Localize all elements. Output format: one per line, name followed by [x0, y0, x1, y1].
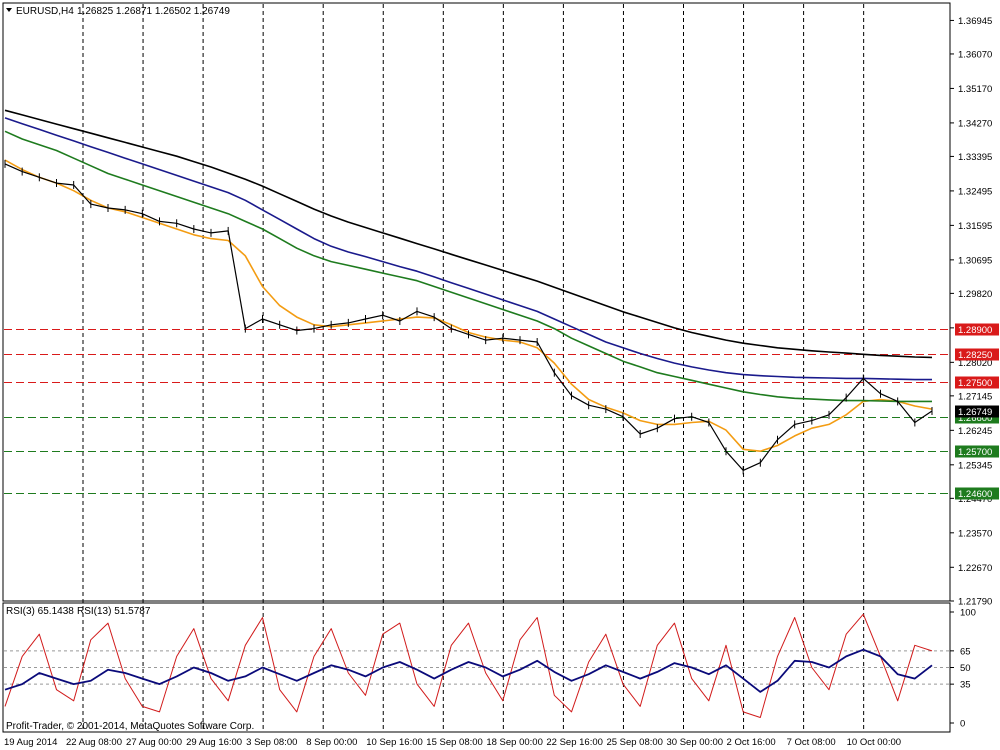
support-level-tag [955, 445, 999, 458]
collapse-triangle-icon[interactable] [6, 8, 12, 12]
rsi-line [4, 613, 933, 718]
ma_black-line [4, 109, 933, 359]
level-tag-label: 1.27500 [958, 378, 992, 389]
time-tick-label: 8 Sep 00:00 [306, 737, 357, 748]
price-tick-label: 1.26245 [958, 426, 992, 437]
time-axis: 19 Aug 2014 22 Aug 08:00 27 Aug 00:00 29 Au… [4, 737, 901, 748]
price-tick-label: 1.28020 [958, 358, 992, 369]
price-tick-label: 1.22670 [958, 563, 992, 574]
rsi-series [4, 613, 933, 718]
resistance-level-tag [955, 348, 999, 361]
price-tick-label: 1.31595 [958, 221, 992, 232]
ma_green-line [4, 130, 932, 403]
price-tick-label: 1.36070 [958, 49, 992, 60]
time-tick-label: 22 Aug 08:00 [66, 737, 122, 748]
rsi13-readout: RSI(13) 51.5787 [77, 606, 151, 617]
price-tick-label: 1.21790 [958, 597, 992, 608]
rsi-tick-label: 50 [960, 663, 971, 674]
time-tick-label: 2 Oct 16:00 [727, 737, 776, 748]
rsi3-readout: RSI(3) 65.1438 [6, 606, 74, 617]
level-tag-label: 1.26600 [958, 413, 992, 424]
level-tags: 1.28900 1.28250 1.27500 1.26600 1.25700 1.246… [955, 323, 999, 500]
price-tick-label: 1.27145 [958, 391, 992, 402]
price-series [4, 159, 933, 475]
rsi-tick-label: 0 [960, 719, 965, 730]
price-tick-label: 1.25345 [958, 460, 992, 471]
current-price-tag [955, 405, 999, 418]
rsi-axis: 100 65 50 35 0 [950, 608, 976, 730]
rsi-tick-label: 35 [960, 680, 971, 691]
horizontal-levels [4, 329, 950, 494]
level-tag-label: 1.28900 [958, 325, 992, 336]
rsi-line [4, 648, 933, 693]
price-tick-label: 1.29820 [958, 289, 992, 300]
ohlc-readout: 1.26825 1.26871 1.26502 1.26749 [77, 6, 230, 17]
level-tag-label: 1.28250 [958, 350, 992, 361]
time-tick-label: 3 Sep 08:00 [246, 737, 297, 748]
time-tick-label: 30 Sep 00:00 [667, 737, 724, 748]
resistance-level-tag [955, 323, 999, 336]
chart-symbol: EURUSD,H4 [16, 6, 74, 17]
price-tick-label: 1.23570 [958, 528, 992, 539]
current-price-label: 1.26749 [958, 407, 992, 418]
level-tag-label: 1.25700 [958, 447, 992, 458]
price-tick-label: 1.36945 [958, 16, 992, 27]
time-tick-label: 10 Sep 16:00 [366, 737, 423, 748]
rsi-panel[interactable] [2, 602, 951, 733]
rsi-tick-label: 100 [960, 608, 976, 619]
time-tick-label: 10 Oct 00:00 [847, 737, 901, 748]
time-tick-label: 25 Sep 08:00 [606, 737, 663, 748]
price-tick-label: 1.33395 [958, 152, 992, 163]
rsi-tick-label: 65 [960, 646, 971, 657]
price-tick-label: 1.32495 [958, 186, 992, 197]
time-tick-label: 15 Sep 08:00 [426, 737, 483, 748]
time-tick-label: 7 Oct 08:00 [787, 737, 836, 748]
grid-lines [82, 4, 865, 732]
time-tick-label: 29 Aug 16:00 [186, 737, 242, 748]
ma_blue-line [4, 117, 932, 381]
time-tick-label: 18 Sep 00:00 [486, 737, 543, 748]
time-tick-label: 19 Aug 2014 [4, 737, 57, 748]
copyright-text: Profit-Trader, © 2001-2014, MetaQuotes S… [6, 721, 254, 732]
support-level-tag [955, 487, 999, 500]
price-tick-label: 1.34270 [958, 118, 992, 129]
level-tag-label: 1.24600 [958, 489, 992, 500]
time-tick-label: 27 Aug 00:00 [126, 737, 182, 748]
resistance-level-tag [955, 376, 999, 389]
price-tick-label: 1.30695 [958, 255, 992, 266]
price-panel[interactable] [2, 2, 951, 602]
rsi-level-lines [4, 650, 950, 685]
price-tick-label: 1.35170 [958, 84, 992, 95]
time-tick-label: 22 Sep 16:00 [546, 737, 603, 748]
